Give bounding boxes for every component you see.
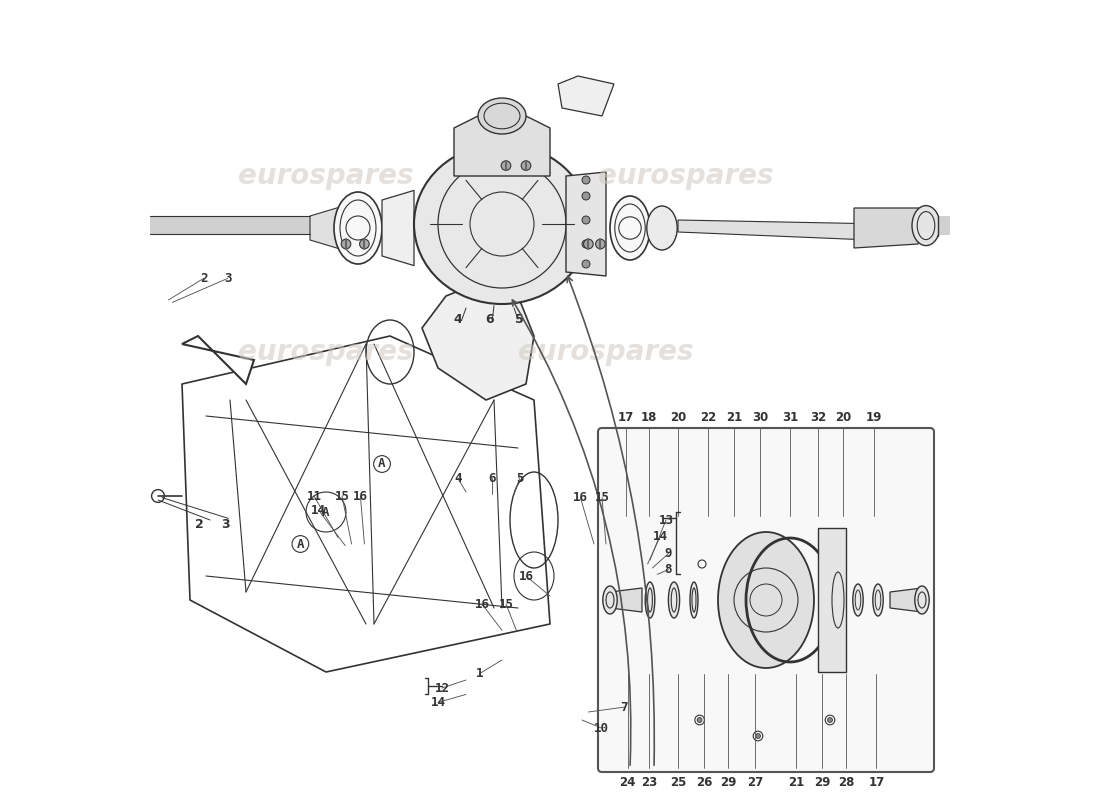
Text: 14: 14 <box>430 696 446 709</box>
Text: 27: 27 <box>747 776 763 789</box>
Circle shape <box>498 281 505 287</box>
Text: 3: 3 <box>224 272 231 285</box>
Text: 20: 20 <box>835 411 851 424</box>
Ellipse shape <box>915 586 930 614</box>
Text: eurospares: eurospares <box>239 338 414 366</box>
FancyBboxPatch shape <box>598 428 934 772</box>
Ellipse shape <box>852 584 864 616</box>
Polygon shape <box>182 336 254 384</box>
Circle shape <box>341 239 351 249</box>
Text: 26: 26 <box>696 776 713 789</box>
Text: 11: 11 <box>307 490 321 502</box>
Text: 7: 7 <box>619 701 627 714</box>
Text: 2: 2 <box>195 518 204 530</box>
Ellipse shape <box>647 206 678 250</box>
Text: 32: 32 <box>810 411 826 424</box>
Text: A: A <box>378 458 386 470</box>
Polygon shape <box>854 208 926 248</box>
Ellipse shape <box>872 584 883 616</box>
Text: 21: 21 <box>789 776 804 789</box>
Text: 4: 4 <box>453 314 462 326</box>
Polygon shape <box>610 588 642 612</box>
Circle shape <box>697 718 702 722</box>
Polygon shape <box>150 216 310 234</box>
Circle shape <box>521 161 531 170</box>
Ellipse shape <box>690 582 698 618</box>
Text: 16: 16 <box>353 490 367 502</box>
Text: 20: 20 <box>670 411 686 424</box>
Ellipse shape <box>912 206 940 246</box>
Polygon shape <box>566 172 606 276</box>
Text: 8: 8 <box>664 563 672 576</box>
Ellipse shape <box>478 98 526 134</box>
Polygon shape <box>818 528 846 672</box>
Circle shape <box>582 240 590 248</box>
Text: 6: 6 <box>488 472 496 485</box>
Circle shape <box>582 260 590 268</box>
Ellipse shape <box>669 582 680 618</box>
Text: 14: 14 <box>311 504 327 517</box>
Ellipse shape <box>610 196 650 260</box>
Text: 5: 5 <box>515 314 524 326</box>
Circle shape <box>582 216 590 224</box>
Text: 15: 15 <box>334 490 350 502</box>
Text: 9: 9 <box>664 547 672 560</box>
Text: eurospares: eurospares <box>598 162 773 190</box>
Text: 23: 23 <box>641 776 658 789</box>
Text: 13: 13 <box>659 514 673 526</box>
Text: 6: 6 <box>486 314 494 326</box>
Text: 19: 19 <box>866 411 882 424</box>
Polygon shape <box>422 280 534 400</box>
Text: eurospares: eurospares <box>239 162 414 190</box>
Text: 3: 3 <box>222 518 230 530</box>
Text: 18: 18 <box>641 411 658 424</box>
Text: 28: 28 <box>838 776 855 789</box>
Circle shape <box>584 239 593 249</box>
Text: 15: 15 <box>594 491 609 504</box>
Ellipse shape <box>718 532 814 668</box>
Text: 29: 29 <box>814 776 830 789</box>
Text: 22: 22 <box>701 411 716 424</box>
Ellipse shape <box>603 586 617 614</box>
Text: 10: 10 <box>594 722 608 734</box>
Text: A: A <box>297 538 304 550</box>
Polygon shape <box>382 190 414 266</box>
Ellipse shape <box>646 582 654 618</box>
Text: eurospares: eurospares <box>518 338 694 366</box>
Text: 4: 4 <box>454 472 462 485</box>
Polygon shape <box>558 76 614 116</box>
Ellipse shape <box>414 144 590 304</box>
Circle shape <box>827 718 833 722</box>
Circle shape <box>595 239 605 249</box>
Ellipse shape <box>334 192 382 264</box>
Polygon shape <box>890 588 922 612</box>
Polygon shape <box>678 220 886 240</box>
Text: 25: 25 <box>670 776 686 789</box>
Text: 17: 17 <box>618 411 634 424</box>
Polygon shape <box>310 206 342 250</box>
Text: 30: 30 <box>752 411 769 424</box>
Text: 21: 21 <box>726 411 742 424</box>
Text: A: A <box>322 506 330 518</box>
Text: 16: 16 <box>518 570 534 582</box>
Text: 29: 29 <box>720 776 737 789</box>
Text: 12: 12 <box>434 682 450 694</box>
Text: 17: 17 <box>868 776 884 789</box>
Text: 24: 24 <box>619 776 636 789</box>
Text: 14: 14 <box>653 530 668 542</box>
Text: 16: 16 <box>573 491 587 504</box>
Text: 2: 2 <box>200 272 207 285</box>
Circle shape <box>502 161 510 170</box>
Circle shape <box>582 192 590 200</box>
Text: 5: 5 <box>516 472 524 485</box>
Polygon shape <box>454 104 550 176</box>
Polygon shape <box>938 216 950 235</box>
Circle shape <box>582 176 590 184</box>
Text: 1: 1 <box>476 667 483 680</box>
Text: 31: 31 <box>782 411 799 424</box>
Text: 15: 15 <box>498 598 514 610</box>
Circle shape <box>360 239 370 249</box>
Circle shape <box>756 734 760 738</box>
Text: 16: 16 <box>474 598 490 610</box>
